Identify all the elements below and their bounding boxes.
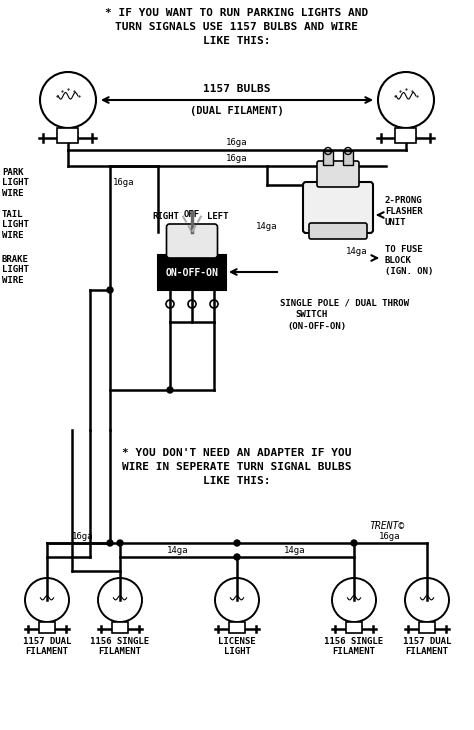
- Bar: [112, 622, 128, 633]
- Text: 16ga: 16ga: [226, 154, 248, 163]
- Text: LIKE THIS:: LIKE THIS:: [203, 476, 271, 486]
- Circle shape: [167, 387, 173, 393]
- Text: BLOCK: BLOCK: [385, 256, 412, 265]
- Text: UNIT: UNIT: [385, 218, 407, 227]
- Text: TAIL
LIGHT
WIRE: TAIL LIGHT WIRE: [2, 210, 29, 239]
- Circle shape: [107, 287, 113, 293]
- FancyBboxPatch shape: [309, 223, 367, 239]
- Bar: [39, 622, 55, 633]
- Text: FLASHER: FLASHER: [385, 207, 423, 216]
- Text: 14ga: 14ga: [256, 222, 278, 231]
- Text: * IF YOU WANT TO RUN PARKING LIGHTS AND: * IF YOU WANT TO RUN PARKING LIGHTS AND: [105, 8, 369, 18]
- Text: RIGHT: RIGHT: [153, 212, 180, 221]
- FancyBboxPatch shape: [317, 161, 359, 187]
- Bar: [343, 151, 353, 165]
- Text: 14ga: 14ga: [167, 546, 189, 555]
- FancyBboxPatch shape: [166, 224, 218, 258]
- Text: 1157 BULBS: 1157 BULBS: [203, 84, 271, 94]
- Text: SINGLE POLE / DUAL THROW: SINGLE POLE / DUAL THROW: [280, 298, 409, 307]
- Text: 14ga: 14ga: [346, 247, 368, 256]
- Circle shape: [234, 540, 240, 546]
- Text: 1156 SINGLE
FILAMENT: 1156 SINGLE FILAMENT: [91, 637, 150, 656]
- Text: LICENSE
LIGHT: LICENSE LIGHT: [218, 637, 256, 656]
- Text: BRAKE
LIGHT
WIRE: BRAKE LIGHT WIRE: [2, 255, 29, 285]
- Text: WIRE IN SEPERATE TURN SIGNAL BULBS: WIRE IN SEPERATE TURN SIGNAL BULBS: [122, 462, 352, 472]
- Text: LEFT: LEFT: [207, 212, 229, 221]
- Bar: [57, 128, 79, 143]
- Text: 2-PRONG: 2-PRONG: [385, 196, 423, 205]
- Text: LIKE THIS:: LIKE THIS:: [203, 36, 271, 46]
- Circle shape: [351, 540, 357, 546]
- Text: 16ga: 16ga: [226, 138, 248, 147]
- Text: 14ga: 14ga: [284, 546, 306, 555]
- Text: ON-OFF-ON: ON-OFF-ON: [165, 267, 219, 277]
- Text: 1157 DUAL
FILAMENT: 1157 DUAL FILAMENT: [403, 637, 451, 656]
- Bar: [323, 151, 333, 165]
- Text: 1157 DUAL
FILAMENT: 1157 DUAL FILAMENT: [23, 637, 71, 656]
- Circle shape: [107, 540, 113, 546]
- Text: 16ga: 16ga: [72, 532, 94, 541]
- Text: PARK
LIGHT
WIRE: PARK LIGHT WIRE: [2, 168, 29, 198]
- Circle shape: [117, 540, 123, 546]
- Bar: [229, 622, 245, 633]
- Bar: [158, 255, 226, 290]
- Text: TO FUSE: TO FUSE: [385, 245, 423, 254]
- FancyBboxPatch shape: [303, 182, 373, 233]
- Text: 16ga: 16ga: [113, 178, 135, 187]
- Text: (DUAL FILAMENT): (DUAL FILAMENT): [190, 106, 284, 116]
- Text: TURN SIGNALS USE 1157 BULBS AND WIRE: TURN SIGNALS USE 1157 BULBS AND WIRE: [116, 22, 358, 32]
- Text: * YOU DON'T NEED AN ADAPTER IF YOU: * YOU DON'T NEED AN ADAPTER IF YOU: [122, 448, 352, 458]
- Text: OFF: OFF: [184, 210, 200, 219]
- Text: SWITCH: SWITCH: [295, 310, 327, 319]
- Bar: [395, 128, 417, 143]
- Text: (ON-OFF-ON): (ON-OFF-ON): [287, 322, 346, 331]
- Bar: [346, 622, 362, 633]
- Text: 16ga: 16ga: [379, 532, 401, 541]
- Bar: [419, 622, 435, 633]
- Text: 1156 SINGLE
FILAMENT: 1156 SINGLE FILAMENT: [324, 637, 383, 656]
- Text: TRENT©: TRENT©: [369, 521, 404, 531]
- Circle shape: [234, 554, 240, 560]
- Text: (IGN. ON): (IGN. ON): [385, 267, 433, 276]
